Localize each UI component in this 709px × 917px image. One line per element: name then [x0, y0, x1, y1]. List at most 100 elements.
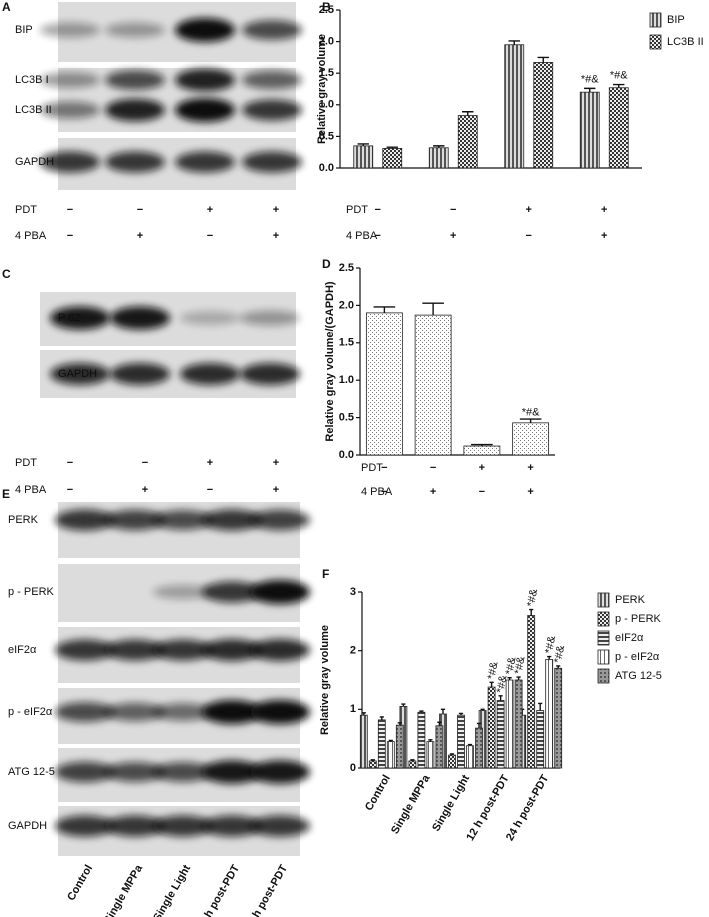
- y-tick-label: 2.0: [319, 36, 334, 48]
- bar: [382, 148, 403, 169]
- lane-label: Single Light: [151, 863, 193, 917]
- significance-label: *#&: [581, 73, 599, 85]
- bar: [408, 760, 417, 769]
- blot-band: [110, 363, 170, 385]
- y-tick-label: 2.0: [339, 299, 354, 311]
- panel-label: B: [322, 0, 331, 14]
- blot-band: [250, 509, 310, 531]
- legend-label: p - PERK: [615, 613, 662, 625]
- bar: [428, 147, 449, 169]
- x-tick-label: Single Light: [430, 773, 472, 834]
- error-bar: [489, 681, 494, 688]
- legend-label: ATG 12-5: [615, 670, 662, 682]
- blot-band: [55, 639, 115, 661]
- error-bar: [471, 443, 493, 447]
- condition-sign: +: [430, 486, 436, 498]
- bar: [533, 62, 554, 169]
- bar: [504, 44, 525, 169]
- condition-label: PDT: [15, 204, 37, 216]
- blot-band: [242, 151, 302, 173]
- legend-swatch: [597, 668, 610, 684]
- legend-swatch: [597, 592, 610, 608]
- bar: [466, 745, 474, 769]
- condition-sign: +: [450, 230, 456, 242]
- error-bar: [370, 759, 375, 761]
- significance-label: *#&: [552, 644, 567, 664]
- blot-band: [40, 151, 100, 173]
- bar: [426, 741, 435, 769]
- bar: [414, 314, 452, 456]
- blot-band: [105, 151, 165, 173]
- error-bar: [613, 83, 625, 88]
- bar: [386, 741, 395, 769]
- condition-sign: +: [601, 230, 607, 242]
- condition-label: PDT: [346, 204, 368, 216]
- panel-label: C: [2, 267, 11, 281]
- blot-band: [110, 306, 170, 330]
- panel-label: F: [322, 567, 329, 581]
- error-bar: [419, 710, 424, 713]
- blot-band: [105, 509, 165, 531]
- y-tick-label: 1.5: [319, 67, 334, 79]
- error-bar: [584, 87, 596, 93]
- legend-label: BIP: [667, 14, 685, 26]
- error-bar: [462, 111, 474, 116]
- blot-band: [202, 815, 262, 837]
- blot-band: [175, 68, 235, 92]
- condition-label: PDT: [361, 462, 383, 474]
- legend-swatch: [649, 12, 662, 28]
- blot-band: [105, 815, 165, 837]
- error-bar: [476, 722, 482, 729]
- condition-sign: −: [207, 484, 213, 496]
- condition-sign: −: [479, 486, 485, 498]
- blot-band: [250, 760, 310, 784]
- y-tick-label: 2.5: [339, 262, 354, 274]
- error-bar: [422, 302, 444, 316]
- y-tick-label: 0.5: [339, 412, 354, 424]
- blot-row-label: ATG 12-5: [8, 766, 55, 778]
- condition-sign: +: [273, 230, 279, 242]
- condition-sign: −: [142, 457, 148, 469]
- condition-sign: −: [381, 486, 387, 498]
- panel-label: E: [2, 487, 10, 501]
- condition-sign: −: [375, 230, 381, 242]
- error-bar: [537, 56, 549, 63]
- significance-label: *#&: [543, 634, 558, 654]
- bar: [487, 686, 496, 769]
- lane-label: 12 h post-PDT: [195, 863, 243, 917]
- significance-label: *#&: [513, 655, 528, 675]
- significance-label: *#&: [504, 655, 519, 675]
- condition-sign: +: [137, 230, 143, 242]
- blot-band: [202, 760, 262, 784]
- lane-label: Single MPPa: [102, 862, 146, 917]
- blot-row-label: LC3B I: [15, 74, 49, 86]
- condition-label: 4 PBA: [346, 230, 378, 242]
- bar: [505, 679, 514, 769]
- blot-row-label: BIP: [15, 24, 33, 36]
- blot-band: [105, 639, 165, 661]
- legend-label: PERK: [615, 594, 646, 606]
- blot-band: [202, 639, 262, 661]
- blot-band: [40, 22, 100, 38]
- condition-label: PDT: [15, 457, 37, 469]
- blot-row-label: eIF2α: [8, 644, 37, 656]
- blot-row-label: p - PERK: [8, 586, 55, 598]
- x-tick-label: Single MPPa: [389, 772, 433, 836]
- legend-label: eIF2α: [615, 632, 644, 644]
- condition-sign: −: [526, 230, 532, 242]
- error-bar: [410, 759, 415, 761]
- x-tick-label: 24 h post-PDT: [504, 773, 552, 843]
- legend-label: LC3B II: [667, 36, 704, 48]
- legend-swatch: [597, 630, 610, 646]
- error-bar: [538, 702, 543, 711]
- blot-band: [105, 98, 165, 122]
- error-bar: [467, 743, 473, 746]
- legend-swatch: [649, 34, 662, 50]
- error-bar: [547, 655, 552, 660]
- blot-band: [240, 363, 300, 385]
- condition-sign: +: [207, 204, 213, 216]
- lane-label: 24 h post-PDT: [243, 863, 291, 917]
- bar: [368, 760, 377, 769]
- y-tick-label: 1: [350, 703, 356, 715]
- error-bar: [428, 739, 433, 742]
